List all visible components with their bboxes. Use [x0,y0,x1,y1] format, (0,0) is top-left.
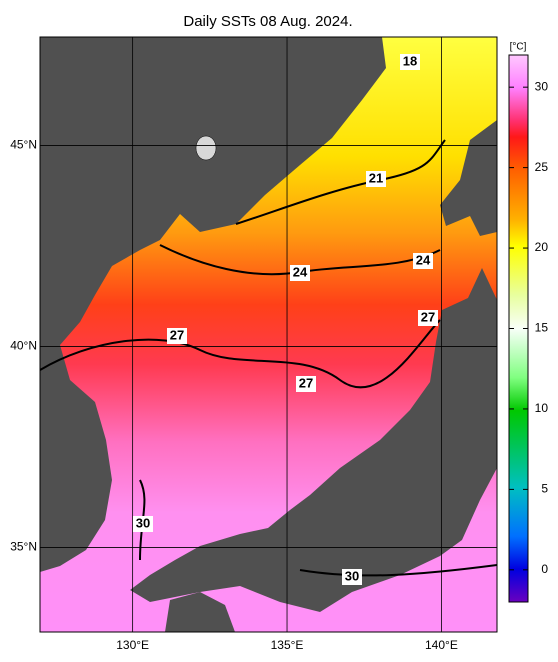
colorbar-tick-label: 15 [535,321,549,335]
contour-label: 27 [421,309,435,324]
colorbar-tick-label: 10 [535,401,549,415]
land-honshu [130,268,497,612]
contour-label: 21 [369,170,383,185]
contour-label: 24 [416,252,431,267]
lake [195,135,217,161]
graticule [40,37,497,632]
contour-label-box [418,310,438,326]
map-title: Daily SSTs 08 Aug. 2024. [183,13,352,30]
contour-label-box [366,171,386,187]
contour-label-box [342,569,362,585]
map-area [40,37,497,632]
lat-tick-label: 45°N [10,138,37,152]
lon-tick-label: 140°E [425,638,458,652]
contour-label: 27 [170,327,184,342]
contour-label-box [133,516,153,532]
colorbar-unit: [°C] [510,42,527,53]
contour-label-box [413,253,433,269]
land-hokkaido [440,120,497,236]
land-kyushu [165,592,235,632]
colorbar-tick-label: 25 [535,160,549,174]
contour-label: 27 [299,375,313,390]
contour-label-box [400,54,420,70]
lat-tick-label: 35°N [10,540,37,554]
contour-30 [139,479,497,577]
colorbar-tick-label: 0 [541,562,548,576]
lon-tick-label: 135°E [271,638,304,652]
colorbar-tick-label: 5 [541,482,548,496]
map-frame [39,36,498,633]
colorbar-tick-label: 20 [535,240,549,254]
contour-label: 24 [293,264,308,279]
contour-label-box [167,328,187,344]
contour-label-box [296,376,316,392]
contour-27 [40,319,441,389]
contour-label: 18 [403,53,417,68]
contour-label-box [290,265,310,281]
contour-label: 30 [136,515,150,530]
contour-label: 30 [345,568,359,583]
lat-tick-label: 40°N [10,339,37,353]
colorbar-tick-label: 30 [535,79,549,93]
land-continent [40,37,386,572]
lon-tick-label: 130°E [116,638,149,652]
